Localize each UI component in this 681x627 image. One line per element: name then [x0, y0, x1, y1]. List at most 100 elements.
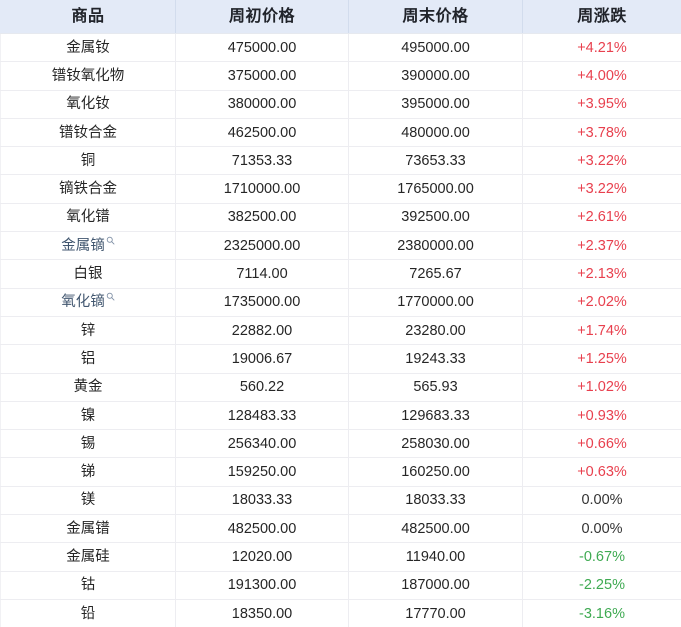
cell-week-open-price: 482500.00	[175, 514, 349, 544]
table-row[interactable]: 金属镨 482500.00 482500.00 0.00%	[0, 514, 681, 544]
cell-week-open-price: 462500.00	[175, 118, 349, 148]
cell-week-open-price: 7114.00	[175, 259, 349, 289]
cell-week-close-price: 2380000.00	[348, 231, 523, 261]
cell-week-close-price: 187000.00	[348, 571, 523, 600]
commodity-name-label: 氧化镝	[61, 294, 105, 311]
cell-week-open-price: 380000.00	[175, 90, 349, 119]
cell-week-change: +1.74%	[522, 316, 681, 346]
cell-week-change: +2.02%	[522, 288, 681, 317]
cell-commodity-name: 钴	[0, 571, 176, 600]
cell-week-change: -0.67%	[522, 542, 681, 572]
commodity-name-label: 镍	[80, 407, 96, 424]
cell-commodity-name: 镝铁合金	[0, 174, 176, 204]
table-row[interactable]: 金属钕 475000.00 495000.00 +4.21%	[0, 33, 681, 63]
table-row[interactable]: 镍 128483.33 129683.33 +0.93%	[0, 401, 681, 431]
cell-week-open-price: 1710000.00	[175, 174, 349, 204]
commodity-name-label: 铝	[80, 350, 96, 367]
table-row[interactable]: 黄金 560.22 565.93 +1.02%	[0, 373, 681, 402]
cell-commodity-name: 金属硅	[0, 542, 176, 572]
cell-commodity-name: 铅	[0, 599, 176, 627]
column-header-week-open[interactable]: 周初价格	[175, 0, 349, 34]
commodity-name-label: 氧化钕	[66, 96, 110, 113]
cell-week-open-price: 1735000.00	[175, 288, 349, 317]
commodity-name-label: 金属硅	[66, 548, 110, 565]
cell-commodity-name: 氧化钕	[0, 90, 176, 119]
cell-week-close-price: 495000.00	[348, 33, 523, 63]
cell-week-change: +0.93%	[522, 401, 681, 431]
table-row[interactable]: 锌 22882.00 23280.00 +1.74%	[0, 316, 681, 346]
cell-week-change: -3.16%	[522, 599, 681, 627]
cell-week-change: 0.00%	[522, 486, 681, 516]
commodity-name-label: 金属镝	[61, 237, 105, 254]
table-row[interactable]: 氧化镨 382500.00 392500.00 +2.61%	[0, 203, 681, 233]
cell-week-open-price: 19006.67	[175, 344, 349, 374]
column-header-commodity[interactable]: 商品	[0, 0, 176, 34]
cell-week-change: +0.66%	[522, 429, 681, 459]
table-row[interactable]: 铝 19006.67 19243.33 +1.25%	[0, 344, 681, 374]
column-header-week-close[interactable]: 周末价格	[348, 0, 523, 34]
table-header: 商品 周初价格 周末价格 周涨跌	[0, 0, 681, 34]
table-row[interactable]: 金属硅 12020.00 11940.00 -0.67%	[0, 542, 681, 572]
cell-week-change: +4.00%	[522, 61, 681, 91]
cell-week-change: +1.02%	[522, 373, 681, 402]
search-icon[interactable]	[106, 292, 115, 301]
cell-week-open-price: 22882.00	[175, 316, 349, 346]
cell-week-close-price: 390000.00	[348, 61, 523, 91]
table-row[interactable]: 锑 159250.00 160250.00 +0.63%	[0, 457, 681, 487]
cell-week-open-price: 128483.33	[175, 401, 349, 431]
commodity-name-label: 镝铁合金	[59, 181, 117, 198]
table-header-row: 商品 周初价格 周末价格 周涨跌	[0, 0, 681, 34]
table-row[interactable]: 镨钕氧化物 375000.00 390000.00 +4.00%	[0, 61, 681, 91]
table-row[interactable]: 氧化钕 380000.00 395000.00 +3.95%	[0, 90, 681, 119]
table-row[interactable]: 镝铁合金 1710000.00 1765000.00 +3.22%	[0, 174, 681, 204]
table-row[interactable]: 镨钕合金 462500.00 480000.00 +3.78%	[0, 118, 681, 148]
cell-week-open-price: 560.22	[175, 373, 349, 402]
commodity-name-label: 镁	[80, 492, 96, 509]
cell-commodity-name[interactable]: 氧化镝	[0, 288, 176, 317]
cell-week-close-price: 482500.00	[348, 514, 523, 544]
column-header-week-change[interactable]: 周涨跌	[522, 0, 681, 34]
table-row[interactable]: 白银 7114.00 7265.67 +2.13%	[0, 259, 681, 289]
table-row[interactable]: 钴 191300.00 187000.00 -2.25%	[0, 571, 681, 600]
cell-commodity-name: 黄金	[0, 373, 176, 402]
table-row[interactable]: 金属镝 2325000.00 2380000.00 +2.37%	[0, 231, 681, 261]
cell-week-open-price: 159250.00	[175, 457, 349, 487]
cell-week-change: +3.22%	[522, 146, 681, 176]
cell-commodity-name: 铝	[0, 344, 176, 374]
cell-week-close-price: 395000.00	[348, 90, 523, 119]
cell-week-change: +4.21%	[522, 33, 681, 63]
cell-week-close-price: 480000.00	[348, 118, 523, 148]
cell-week-change: +2.61%	[522, 203, 681, 233]
table-row[interactable]: 铅 18350.00 17770.00 -3.16%	[0, 599, 681, 627]
table-row[interactable]: 氧化镝 1735000.00 1770000.00 +2.02%	[0, 288, 681, 317]
table-body: 金属钕 475000.00 495000.00 +4.21% 镨钕氧化物 375000.0…	[0, 33, 681, 627]
cell-commodity-name: 镍	[0, 401, 176, 431]
cell-commodity-name: 金属镨	[0, 514, 176, 544]
commodity-name-label: 铜	[80, 152, 96, 169]
search-icon[interactable]	[106, 236, 115, 245]
cell-week-close-price: 73653.33	[348, 146, 523, 176]
cell-week-change: +2.37%	[522, 231, 681, 261]
commodity-name-label: 金属钕	[66, 39, 110, 56]
table-row[interactable]: 锡 256340.00 258030.00 +0.66%	[0, 429, 681, 459]
commodity-name-label: 白银	[73, 266, 103, 283]
cell-commodity-name: 锌	[0, 316, 176, 346]
table-row[interactable]: 铜 71353.33 73653.33 +3.22%	[0, 146, 681, 176]
cell-commodity-name: 金属钕	[0, 33, 176, 63]
cell-week-close-price: 17770.00	[348, 599, 523, 627]
cell-week-open-price: 12020.00	[175, 542, 349, 572]
commodity-name-label: 锑	[80, 464, 96, 481]
cell-commodity-name: 氧化镨	[0, 203, 176, 233]
cell-week-open-price: 18350.00	[175, 599, 349, 627]
cell-week-change: +3.78%	[522, 118, 681, 148]
cell-commodity-name: 镁	[0, 486, 176, 516]
cell-week-open-price: 18033.33	[175, 486, 349, 516]
table-row[interactable]: 镁 18033.33 18033.33 0.00%	[0, 486, 681, 516]
cell-commodity-name: 白银	[0, 259, 176, 289]
cell-week-change: +0.63%	[522, 457, 681, 487]
cell-week-open-price: 256340.00	[175, 429, 349, 459]
commodity-name-label: 氧化镨	[66, 209, 110, 226]
cell-week-open-price: 2325000.00	[175, 231, 349, 261]
cell-commodity-name[interactable]: 金属镝	[0, 231, 176, 261]
